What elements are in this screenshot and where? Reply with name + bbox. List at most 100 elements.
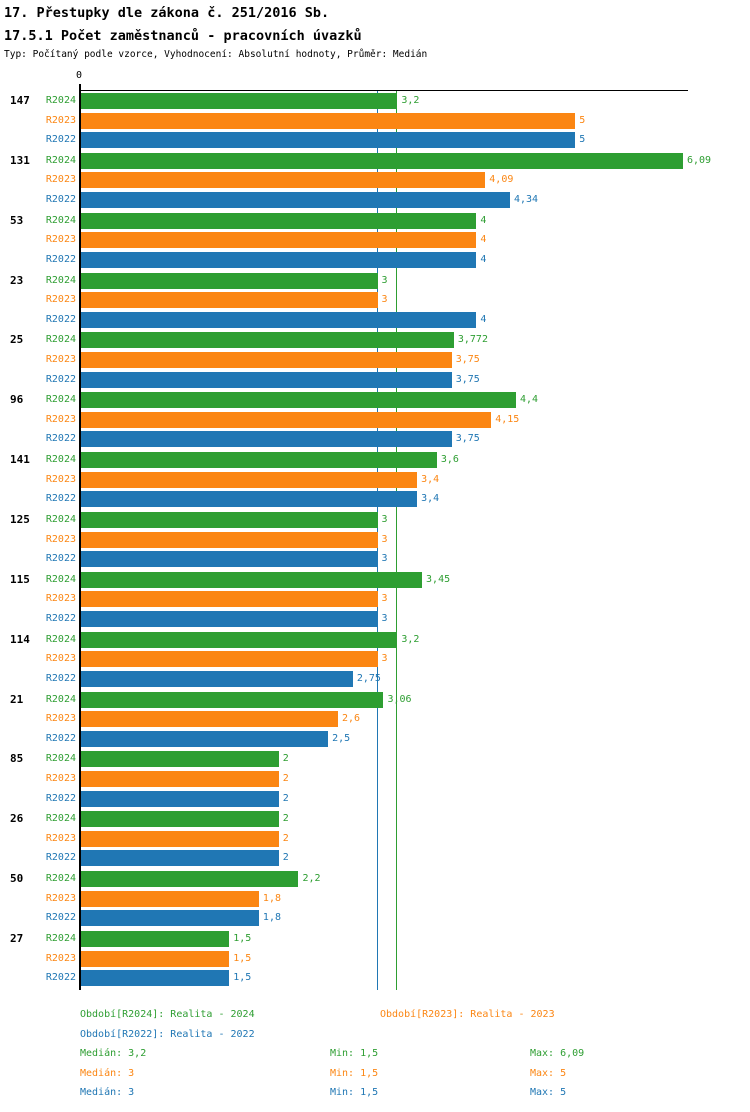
bar — [81, 711, 338, 728]
series-label-r2024: R2024 — [45, 633, 76, 645]
bar-value-label: 4,4 — [519, 394, 538, 406]
bar — [81, 591, 378, 608]
bar — [81, 950, 230, 967]
bar-value-label: 4 — [480, 253, 487, 265]
bar — [81, 970, 230, 987]
bar — [81, 371, 452, 388]
legend-median: Medián: 3 — [80, 1067, 135, 1079]
legend-min: Min: 1,5 — [330, 1087, 379, 1098]
bar — [81, 93, 398, 109]
bar-value-label: 1,5 — [233, 972, 252, 984]
chart-area: 0 147 R2024 3,2 R2023 5 R2022 5 131 R2024 6,09 R20… — [10, 70, 711, 990]
category-label: 25 — [10, 333, 24, 347]
series-label-r2024: R2024 — [45, 873, 76, 885]
bar — [81, 251, 477, 268]
series-label-r2024: R2024 — [45, 573, 76, 585]
series-label-r2022: R2022 — [45, 313, 76, 325]
bar-value-label: 3,6 — [440, 454, 459, 466]
category-label: 27 — [10, 931, 24, 945]
legend: Období[R2024]: Realita - 2024 Období[R202… — [0, 1000, 750, 1112]
bar — [81, 551, 378, 568]
legend-max: Max: 5 — [530, 1087, 567, 1098]
bar-value-label: 3,75 — [455, 354, 480, 365]
series-label-r2023: R2023 — [45, 234, 76, 246]
series-label-r2022: R2022 — [45, 253, 76, 265]
series-label-r2023: R2023 — [45, 772, 76, 784]
legend-period-r2022: Období[R2022]: Realita - 2022 — [80, 1029, 255, 1040]
bar — [81, 691, 384, 708]
series-label-r2023: R2023 — [45, 713, 76, 725]
series-label-r2022: R2022 — [45, 912, 76, 924]
category-label: 23 — [10, 273, 24, 287]
series-label-r2022: R2022 — [45, 493, 76, 505]
bar — [81, 571, 423, 588]
bar-value-label: 2 — [282, 813, 289, 825]
series-label-r2024: R2024 — [45, 454, 76, 466]
bar-value-label: 1,8 — [262, 912, 281, 924]
bar — [81, 292, 378, 309]
series-label-r2022: R2022 — [45, 732, 76, 744]
bar-value-label: 2 — [282, 772, 289, 784]
legend-min: Min: 1,5 — [330, 1048, 379, 1059]
legend-period-r2024: Období[R2024]: Realita - 2024 — [80, 1009, 255, 1020]
bar — [81, 152, 683, 169]
category-label: 50 — [10, 872, 24, 886]
bar-value-label: 4,15 — [495, 413, 520, 425]
bar-value-label: 3,2 — [401, 95, 420, 106]
series-label-r2023: R2023 — [45, 832, 76, 844]
bar-value-label: 2 — [282, 832, 289, 844]
bar-value-label: 3 — [381, 553, 388, 565]
series-label-r2023: R2023 — [45, 114, 76, 126]
bar-value-label: 2,5 — [332, 732, 351, 744]
bar-value-label: 4 — [480, 313, 487, 325]
axis-zero-label: 0 — [76, 70, 83, 81]
bar-value-label: 2 — [282, 852, 289, 864]
bar — [81, 811, 279, 828]
bar-value-label: 1,5 — [233, 932, 252, 944]
category-label: 53 — [10, 213, 24, 227]
x-axis-line — [79, 90, 688, 91]
bar — [81, 471, 418, 488]
series-label-r2024: R2024 — [45, 214, 76, 226]
bar — [81, 272, 378, 289]
page-subtitle: 17.5.1 Počet zaměstnanců - pracovních úv… — [4, 28, 362, 44]
series-label-r2022: R2022 — [45, 134, 76, 146]
bar — [81, 651, 378, 668]
series-label-r2023: R2023 — [45, 533, 76, 545]
series-label-r2022: R2022 — [45, 792, 76, 804]
bar-value-label: 3,45 — [426, 573, 451, 585]
bar-value-label: 3 — [381, 653, 388, 665]
series-label-r2023: R2023 — [45, 294, 76, 306]
bar-value-label: 5 — [579, 114, 586, 126]
bar-value-label: 3,2 — [401, 633, 420, 645]
bar-value-label: 3 — [381, 274, 388, 286]
bar — [81, 850, 279, 867]
legend-median: Medián: 3,2 — [80, 1048, 147, 1059]
series-label-r2023: R2023 — [45, 473, 76, 485]
category-label: 96 — [10, 393, 24, 407]
bar — [81, 491, 418, 508]
bar-value-label: 2 — [282, 753, 289, 765]
y-axis-line — [79, 84, 81, 990]
bar — [81, 830, 279, 847]
bar-value-label: 4,09 — [489, 174, 514, 186]
bar — [81, 790, 279, 807]
bar — [81, 172, 486, 189]
series-label-r2023: R2023 — [45, 593, 76, 605]
category-label: 26 — [10, 812, 24, 826]
bar-value-label: 1,8 — [262, 892, 281, 904]
bar — [81, 411, 492, 428]
series-label-r2024: R2024 — [45, 813, 76, 825]
bar — [81, 332, 454, 349]
bar-value-label: 2,6 — [342, 713, 361, 725]
series-label-r2024: R2024 — [45, 154, 76, 166]
series-label-r2022: R2022 — [45, 672, 76, 684]
series-label-r2024: R2024 — [45, 394, 76, 406]
bar-value-label: 3,772 — [457, 334, 488, 346]
bar-value-label: 2,75 — [356, 672, 381, 684]
series-label-r2022: R2022 — [45, 373, 76, 385]
bar — [81, 910, 259, 927]
series-label-r2024: R2024 — [45, 274, 76, 286]
bar — [81, 431, 452, 448]
bar-value-label: 3,4 — [421, 473, 440, 485]
